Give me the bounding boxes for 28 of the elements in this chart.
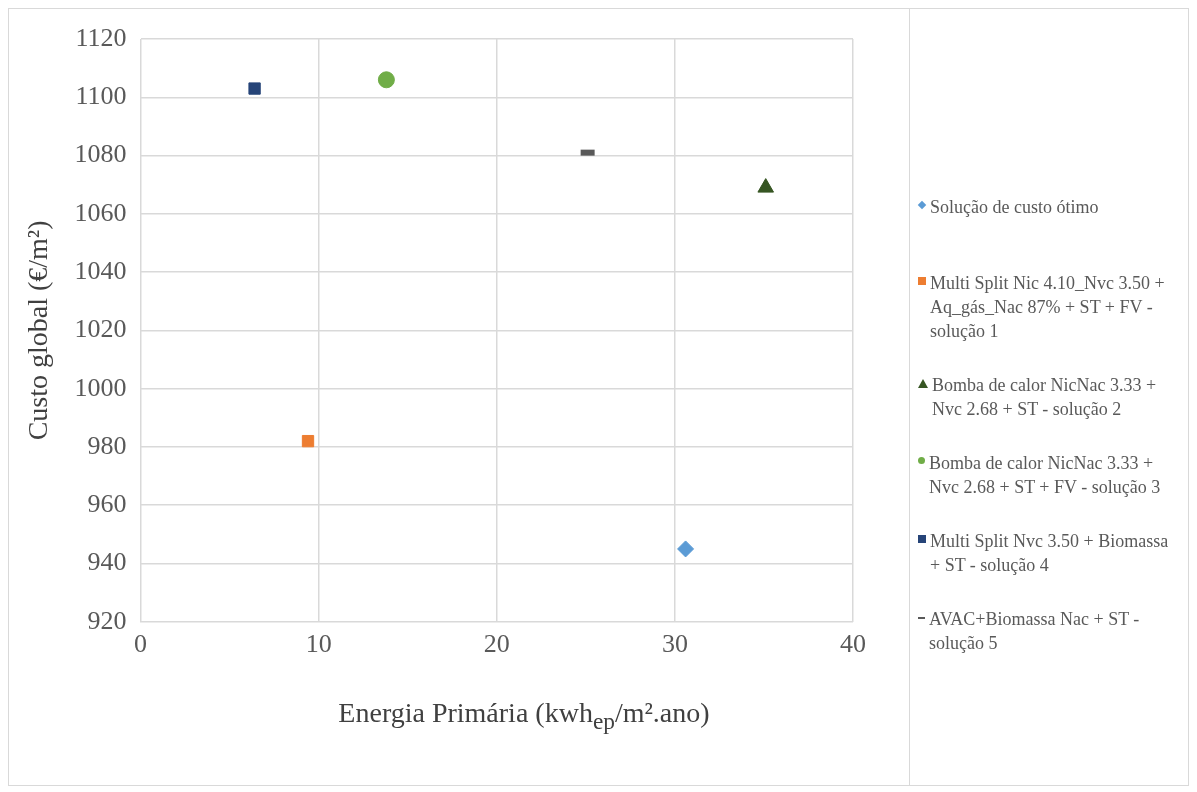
point [248,82,261,95]
legend-label: Multi Split Nic 4.10_Nvc 3.50 + Aq_gás_Nac 87% + ST + FV - solução 1 [930,272,1166,343]
legend-label: Solução de custo ótimo [930,196,1099,219]
x-tick-label: 20 [483,629,510,659]
y-axis-title: Custo global (€/m²) [22,220,54,441]
y-tick-label: 1100 [75,81,127,111]
legend-label: AVAC+Biomassa Nac + ST - solução 5 [929,608,1141,655]
point [301,434,315,448]
x-tick-label: 30 [661,629,688,659]
point [677,540,695,558]
y-tick-label: 1020 [74,314,127,344]
x-tick-label: 10 [305,629,332,659]
legend-label: Multi Split Nvc 3.50 + Biomassa + ST - solução 4 [930,530,1170,577]
x-axis-title: Energia Primária (kwh$_{ep}$/m².ano) [337,697,711,735]
y-tick-label: 920 [87,605,127,635]
point [377,71,395,89]
legend-label: Bomba de calor NicNac 3.33 + Nvc 2.68 + ST - solução 2 [932,374,1158,421]
y-tick-label: 980 [87,430,127,460]
y-tick-label: 1120 [75,22,127,52]
y-tick-label: 1040 [74,255,127,285]
y-tick-label: 1060 [74,197,127,227]
y-tick-label: 960 [87,489,127,519]
x-tick-label: 0 [134,629,148,659]
x-tick-label: 40 [840,629,866,659]
legend-label: Bomba de calor NicNac 3.33 + Nvc 2.68 + ST + FV - solução 3 [929,452,1162,499]
y-tick-label: 1080 [74,139,127,169]
y-tick-label: 940 [87,547,127,577]
y-tick-label: 1000 [74,372,127,402]
